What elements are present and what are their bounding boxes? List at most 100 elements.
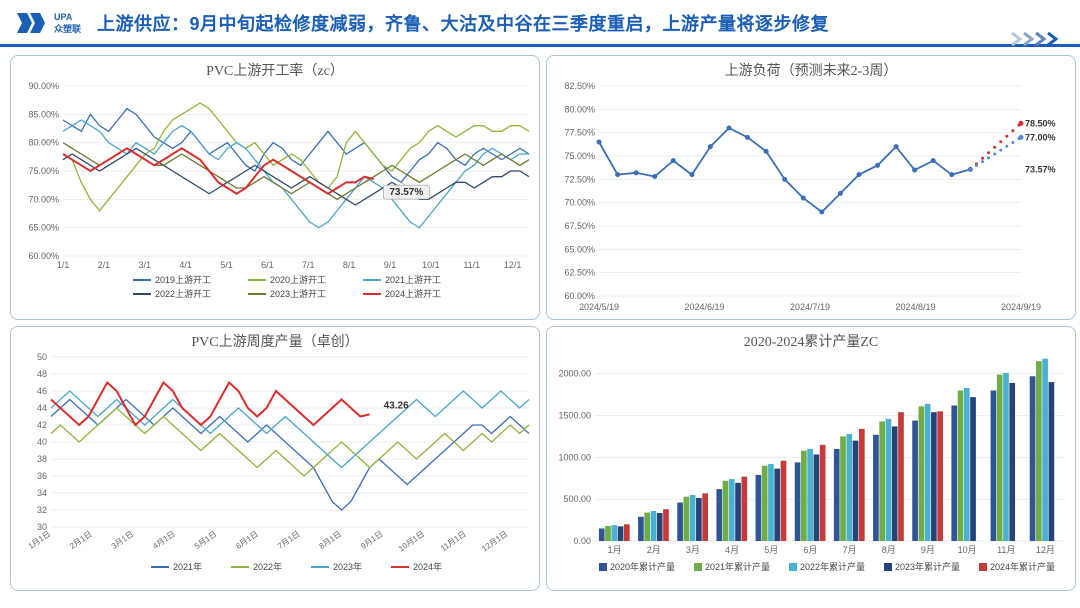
svg-text:8月: 8月: [882, 545, 896, 555]
svg-text:73.57%: 73.57%: [1025, 164, 1056, 174]
svg-text:2月1日: 2月1日: [68, 529, 94, 551]
panel-c: PVC上游周度产量（卓创） 30323436384042444648501月1日…: [10, 326, 540, 591]
svg-text:5月: 5月: [764, 545, 778, 555]
svg-text:62.50%: 62.50%: [564, 268, 595, 278]
svg-text:10月: 10月: [958, 545, 977, 555]
svg-text:9月: 9月: [921, 545, 935, 555]
svg-text:90.00%: 90.00%: [28, 81, 59, 91]
svg-text:1/1: 1/1: [57, 260, 70, 270]
svg-text:1月: 1月: [608, 545, 622, 555]
logo-text-top: UPA: [54, 12, 81, 22]
svg-text:70.00%: 70.00%: [564, 198, 595, 208]
svg-text:2021年累计产量: 2021年累计产量: [705, 561, 770, 572]
svg-text:60.00%: 60.00%: [28, 251, 59, 261]
svg-text:32: 32: [37, 505, 47, 515]
svg-text:2023年: 2023年: [333, 561, 362, 572]
svg-text:65.00%: 65.00%: [28, 223, 59, 233]
svg-text:2月: 2月: [647, 545, 661, 555]
svg-text:44: 44: [37, 403, 47, 413]
svg-text:2023年累计产量: 2023年累计产量: [895, 561, 960, 572]
svg-text:11月1日: 11月1日: [439, 529, 468, 553]
svg-text:42: 42: [37, 420, 47, 430]
svg-text:2021年: 2021年: [173, 561, 202, 572]
svg-text:1500.00: 1500.00: [558, 411, 591, 421]
svg-text:2/1: 2/1: [98, 260, 111, 270]
svg-text:2024/6/19: 2024/6/19: [684, 302, 724, 312]
svg-text:3月: 3月: [686, 545, 700, 555]
svg-text:82.50%: 82.50%: [564, 81, 595, 91]
svg-text:70.00%: 70.00%: [28, 194, 59, 204]
chevrons-icon: [1010, 31, 1070, 47]
svg-text:5/1: 5/1: [220, 260, 233, 270]
svg-text:7/1: 7/1: [302, 260, 315, 270]
svg-text:2024上游开工: 2024上游开工: [385, 288, 441, 299]
svg-text:43.26: 43.26: [384, 400, 409, 411]
svg-text:9月1日: 9月1日: [359, 529, 385, 551]
svg-text:2022上游开工: 2022上游开工: [155, 288, 211, 299]
svg-text:2023上游开工: 2023上游开工: [270, 288, 326, 299]
panel-b: 上游负荷（预测未来2-3周） 60.00% 62.50% 65.00% 67.50% 7…: [546, 55, 1076, 320]
logo: UPA 众塑联: [12, 8, 81, 38]
svg-text:12月1日: 12月1日: [480, 529, 509, 553]
svg-text:2024年累计产量: 2024年累计产量: [990, 561, 1055, 572]
svg-text:2024/8/19: 2024/8/19: [895, 302, 935, 312]
svg-text:75.00%: 75.00%: [28, 166, 59, 176]
svg-text:50: 50: [37, 352, 47, 362]
logo-icon: [12, 8, 52, 38]
chart-grid: PVC上游开工率（zc） 60.00% 65.00% 70.00% 75.00% 80.…: [0, 47, 1080, 599]
svg-text:2020年累计产量: 2020年累计产量: [610, 561, 675, 572]
chart-b-title: 上游负荷（预测未来2-3周）: [547, 56, 1075, 80]
svg-text:3/1: 3/1: [138, 260, 151, 270]
panel-a: PVC上游开工率（zc） 60.00% 65.00% 70.00% 75.00% 80.…: [10, 55, 540, 320]
svg-text:6月1日: 6月1日: [234, 529, 260, 551]
svg-text:65.00%: 65.00%: [564, 244, 595, 254]
chart-b: 60.00% 62.50% 65.00% 67.50% 70.00% 72.50% 75.0…: [547, 80, 1075, 320]
svg-text:2022年累计产量: 2022年累计产量: [800, 561, 865, 572]
chart-d: 0.00500.001000.001500.002000.001月2月3月4月5…: [547, 351, 1075, 591]
svg-text:2024/7/19: 2024/7/19: [790, 302, 830, 312]
svg-text:7月1日: 7月1日: [276, 529, 302, 551]
chart-a-title: PVC上游开工率（zc）: [11, 56, 539, 80]
svg-text:2022年: 2022年: [253, 561, 282, 572]
svg-text:6月: 6月: [803, 545, 817, 555]
svg-text:80.00%: 80.00%: [28, 138, 59, 148]
svg-text:75.00%: 75.00%: [564, 151, 595, 161]
svg-text:12/1: 12/1: [504, 260, 522, 270]
chart-a: 60.00%65.00%70.00%75.00%80.00%85.00%90.0…: [11, 80, 539, 320]
page-header: UPA 众塑联 上游供应：9月中旬起检修度减弱，齐鲁、大沽及中谷在三季度重启，上…: [0, 0, 1080, 47]
svg-text:3月1日: 3月1日: [110, 529, 136, 551]
svg-text:2024/5/19: 2024/5/19: [579, 302, 619, 312]
chart-d-title: 2020-2024累计产量ZC: [547, 327, 1075, 351]
svg-text:11/1: 11/1: [463, 260, 480, 270]
svg-text:7月: 7月: [843, 545, 857, 555]
svg-text:77.50%: 77.50%: [564, 128, 595, 138]
svg-text:1000.00: 1000.00: [558, 452, 591, 462]
panel-d: 2020-2024累计产量ZC 0.00500.001000.001500.00…: [546, 326, 1076, 591]
svg-text:1月1日: 1月1日: [27, 529, 53, 551]
svg-text:2000.00: 2000.00: [558, 369, 591, 379]
svg-text:60.00%: 60.00%: [564, 291, 595, 301]
svg-text:40: 40: [37, 437, 47, 447]
logo-text-bottom: 众塑联: [54, 22, 81, 35]
svg-text:2024年: 2024年: [413, 561, 442, 572]
svg-text:34: 34: [37, 488, 47, 498]
svg-text:77.00%: 77.00%: [1025, 132, 1056, 142]
svg-text:2019上游开工: 2019上游开工: [155, 274, 211, 285]
svg-text:48: 48: [37, 369, 47, 379]
svg-text:8月1日: 8月1日: [318, 529, 344, 551]
chart-c: 30323436384042444648501月1日2月1日3月1日4月1日5月…: [11, 351, 539, 591]
svg-text:9/1: 9/1: [384, 260, 397, 270]
svg-text:67.50%: 67.50%: [564, 221, 595, 231]
svg-text:8/1: 8/1: [343, 260, 356, 270]
svg-text:6/1: 6/1: [261, 260, 274, 270]
svg-text:10月1日: 10月1日: [397, 529, 426, 553]
svg-text:72.50%: 72.50%: [564, 174, 595, 184]
svg-text:11月: 11月: [997, 545, 1015, 555]
svg-text:4月1日: 4月1日: [151, 529, 177, 551]
svg-text:38: 38: [37, 454, 47, 464]
svg-text:73.57%: 73.57%: [389, 187, 423, 198]
svg-text:80.00%: 80.00%: [564, 104, 595, 114]
chart-c-title: PVC上游周度产量（卓创）: [11, 327, 539, 351]
svg-text:500.00: 500.00: [563, 494, 591, 504]
svg-text:36: 36: [37, 471, 47, 481]
